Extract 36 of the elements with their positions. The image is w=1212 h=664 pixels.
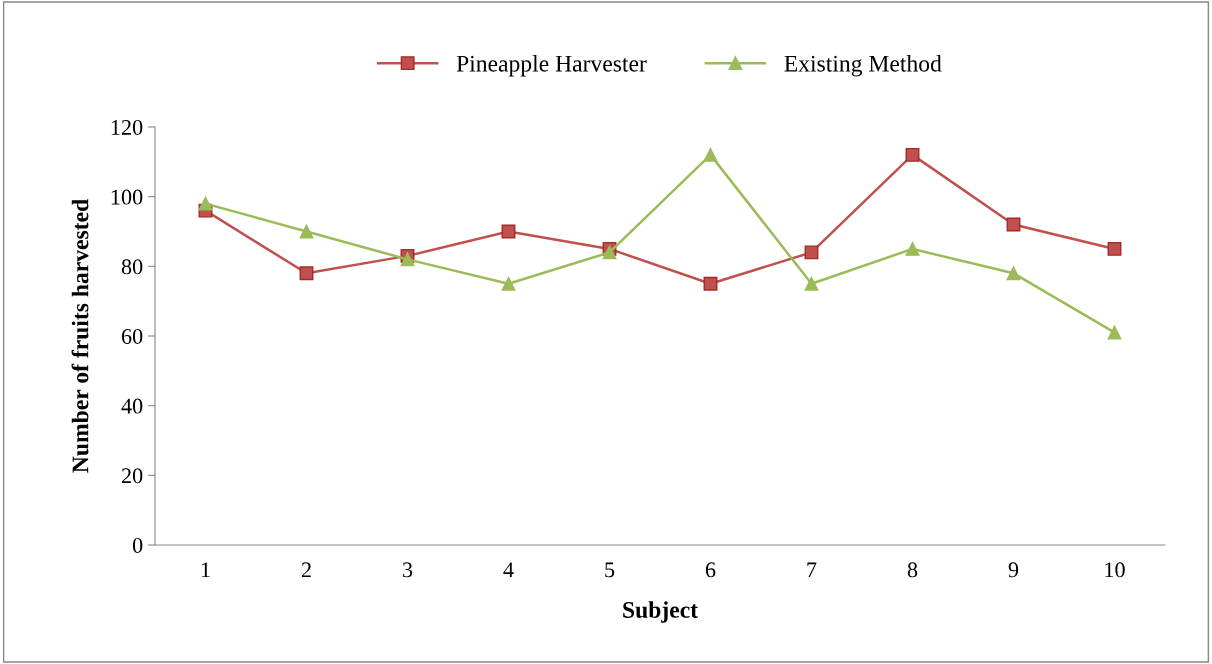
point [198,196,213,211]
x-tick-label: 2 [301,562,311,578]
point [602,245,617,260]
x-tick-label: 3 [403,562,413,578]
x-tick-label: 10 [1105,562,1125,578]
y-tick-label: 60 [121,328,143,344]
y-tick-label: 20 [121,468,143,484]
legend-label: Existing Method [784,55,942,77]
point [299,224,314,239]
x-tick-label: 4 [503,562,514,578]
point [1006,266,1021,281]
point [1107,241,1122,256]
legend-label: Pineapple Harvester [456,55,647,77]
x-axis-title: Subject [623,601,698,623]
x-tick-label: 1 [201,562,210,578]
x-tick-label: 9 [1008,562,1019,578]
x-tick-label: 7 [807,562,817,578]
y-tick-label: 120 [111,119,143,135]
x-tick-label: 6 [705,562,716,578]
y-tick-label: 40 [121,398,143,414]
point [299,266,314,281]
point [905,147,920,162]
point [400,252,415,267]
y-tick-label: 80 [121,259,143,275]
point [1107,325,1122,340]
x-tick-label: 8 [907,562,918,578]
x-tick-label: 5 [605,562,615,578]
y-axis-title: Number of fruits harvested [71,199,89,473]
point [804,245,819,260]
point [804,276,819,291]
point [501,276,516,291]
y-tick-label: 0 [132,537,143,553]
point [703,147,718,162]
y-tick-label: 100 [111,189,143,205]
point [703,276,718,291]
point [905,241,920,256]
